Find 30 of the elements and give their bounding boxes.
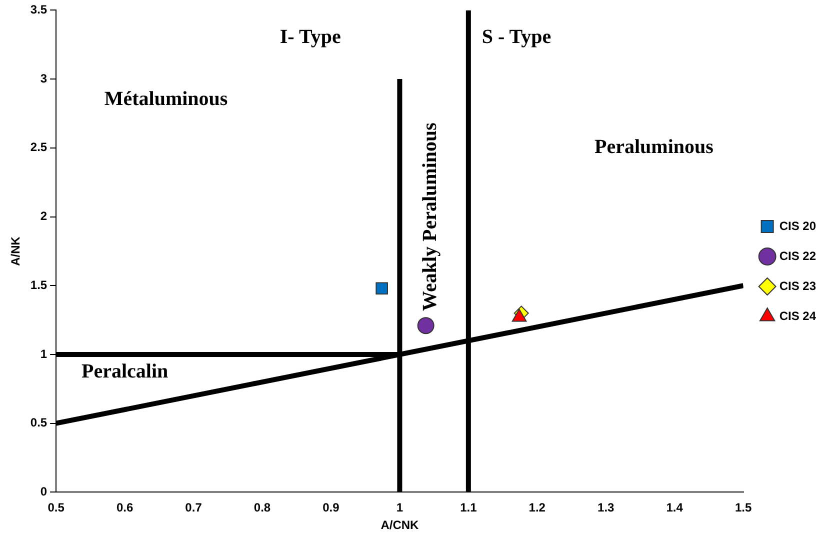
y-tick-label: 1 bbox=[40, 346, 48, 361]
annotation: Peraluminous bbox=[594, 136, 714, 158]
y-tick-label: 0.5 bbox=[30, 416, 48, 430]
x-tick-label: 1 bbox=[396, 500, 404, 515]
annotation: Peralcalin bbox=[81, 360, 168, 383]
annotation: Métaluminous bbox=[104, 88, 228, 110]
y-axis-title: A/NK bbox=[8, 236, 23, 266]
x-tick-label: 1.4 bbox=[666, 500, 684, 515]
annotation: Weakly Peraluminous bbox=[418, 122, 441, 311]
x-tick-label: 1.2 bbox=[528, 500, 546, 515]
x-tick-label: 1.3 bbox=[598, 500, 615, 515]
x-tick-label: 0.8 bbox=[254, 500, 271, 515]
x-tick-label: 1.5 bbox=[734, 500, 752, 515]
y-tick-label: 3.5 bbox=[30, 2, 48, 17]
legend-label: CIS 22 bbox=[779, 248, 816, 263]
legend-label: CIS 24 bbox=[779, 308, 816, 323]
y-tick-label: 2 bbox=[40, 209, 48, 224]
x-tick-label: 1.1 bbox=[460, 500, 478, 515]
x-tick-label: 0.6 bbox=[116, 500, 134, 515]
x-tick-label: 0.7 bbox=[185, 500, 202, 515]
x-tick-label: 0.9 bbox=[322, 500, 340, 515]
annotation: S - Type bbox=[482, 26, 552, 48]
legend-label: CIS 20 bbox=[779, 218, 816, 233]
y-tick-label: 0 bbox=[40, 484, 48, 499]
y-tick-label: 1.5 bbox=[30, 278, 48, 292]
x-axis-title: A/CNK bbox=[380, 518, 420, 532]
legend-label: CIS 23 bbox=[779, 278, 816, 293]
annotation: I- Type bbox=[280, 26, 341, 48]
y-tick-label: 2.5 bbox=[30, 140, 48, 154]
y-tick-label: 3 bbox=[40, 71, 48, 86]
